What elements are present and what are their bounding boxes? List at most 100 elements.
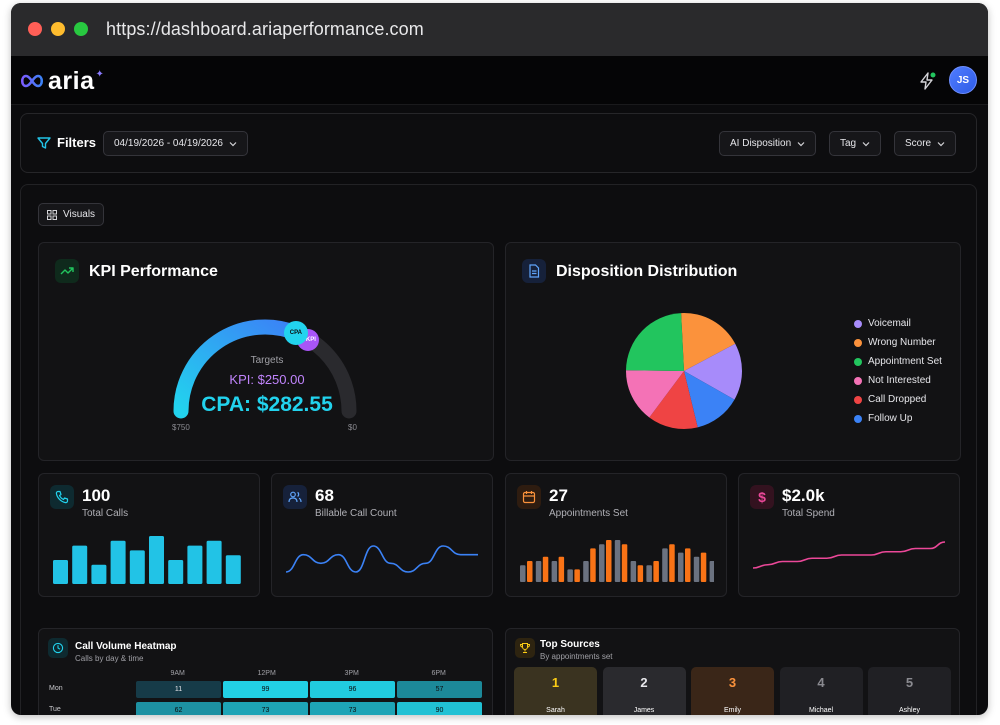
source-card[interactable]: 4 Michael — [779, 667, 863, 715]
source-card[interactable]: 1 Sarah — [514, 667, 597, 715]
appointments-bar — [542, 556, 549, 582]
heatmap-cell[interactable]: 73 — [223, 702, 308, 715]
source-card[interactable]: 5 Ashley — [868, 667, 951, 715]
legend-label: Wrong Number — [868, 337, 936, 348]
user-avatar[interactable]: JS — [949, 66, 977, 94]
disposition-title: Disposition Distribution — [556, 263, 738, 280]
document-icon — [522, 259, 546, 283]
top-sources-card: Top Sources By appointments set 1 Sarah 2 J… — [505, 628, 960, 715]
maximize-window-button[interactable] — [74, 22, 88, 36]
date-range-picker[interactable]: 04/19/2026 - 04/19/2026 — [103, 131, 248, 156]
appointments-bar — [606, 540, 612, 582]
close-window-button[interactable] — [28, 22, 42, 36]
clock-icon — [48, 638, 68, 658]
source-card[interactable]: 3 Emily — [691, 667, 774, 715]
spend-line — [753, 541, 946, 569]
minimize-window-button[interactable] — [51, 22, 65, 36]
heatmap-column-header: 9AM — [170, 670, 185, 677]
calls-bar — [206, 540, 222, 584]
appointments-bar — [637, 565, 644, 582]
legend-dot — [854, 395, 862, 404]
billable-line — [286, 545, 478, 573]
pie-slice-voicemail[interactable] — [684, 343, 742, 400]
gauge-max-label: $0 — [348, 423, 357, 432]
lightning-icon[interactable] — [917, 71, 937, 91]
appointments-bar — [567, 569, 573, 582]
appointments-bar — [520, 565, 526, 582]
main-panel: Visuals KPI Performance CPA KPI Targets — [20, 184, 977, 715]
cpa-value: CPA: $282.55 — [201, 393, 333, 416]
source-card[interactable]: 2 James — [602, 667, 686, 715]
legend-item: Call Dropped — [854, 390, 942, 409]
heatmap-cell[interactable]: 99 — [223, 681, 308, 698]
appointments-bar — [599, 544, 605, 582]
calls-bar — [225, 555, 241, 584]
source-rank: 3 — [728, 675, 737, 690]
source-name: Sarah — [546, 707, 565, 714]
appointments-bar — [630, 561, 637, 582]
calls-bar — [72, 545, 88, 584]
top-sources-subtitle: By appointments set — [540, 652, 613, 661]
total-calls-label: Total Calls — [82, 508, 129, 519]
source-rank: 5 — [905, 675, 914, 690]
logo-text: aria — [48, 66, 95, 95]
score-dropdown[interactable]: Score — [894, 131, 957, 156]
browser-titlebar: https://dashboard.ariaperformance.com — [11, 3, 988, 56]
targets-label: Targets — [250, 355, 284, 366]
legend-label: Call Dropped — [868, 394, 927, 405]
billable-label: Billable Call Count — [315, 508, 397, 519]
appointments-bar — [693, 556, 700, 582]
billable-calls-card: 68 Billable Call Count — [271, 473, 493, 597]
gauge-fill — [173, 319, 304, 419]
calls-bar — [129, 550, 145, 584]
appointments-bar — [678, 552, 684, 582]
total-calls-bar-chart — [53, 536, 241, 584]
grid-icon — [47, 209, 57, 220]
pie-slice-wrong-number[interactable] — [681, 312, 736, 371]
kpi-target-value: KPI: $250.00 — [229, 372, 305, 387]
kpi-gauge — [173, 319, 357, 419]
appointments-bar — [614, 540, 621, 582]
calls-bar — [149, 536, 164, 584]
pie-slice-appointment-set[interactable] — [626, 313, 684, 371]
appointments-bar — [590, 548, 596, 582]
disposition-legend: Voicemail Wrong Number Appointment Set Not … — [854, 314, 942, 428]
legend-dot — [854, 338, 862, 347]
billable-value: 68 — [315, 486, 334, 505]
tag-dropdown[interactable]: Tag — [829, 131, 882, 156]
aria-logo[interactable]: aria ✦ — [19, 66, 104, 95]
legend-item: Appointment Set — [854, 352, 942, 371]
pie-slice-not-interested[interactable] — [625, 370, 684, 418]
heatmap-cell[interactable]: 96 — [310, 681, 395, 698]
legend-item: Wrong Number — [854, 333, 942, 352]
kpi-title: KPI Performance — [89, 263, 218, 280]
address-bar[interactable]: https://dashboard.ariaperformance.com — [106, 19, 424, 39]
calendar-icon — [517, 485, 541, 509]
legend-dot — [854, 414, 862, 423]
heatmap-cell[interactable]: 90 — [397, 702, 482, 715]
visuals-button[interactable]: Visuals — [38, 203, 105, 226]
chevron-down-icon — [862, 141, 870, 146]
ai-disposition-label: AI Disposition — [730, 138, 792, 149]
filters-text: Filters — [57, 135, 97, 150]
appointments-bar — [700, 552, 707, 582]
infinity-logo-icon — [20, 74, 44, 88]
pie-slice-call-dropped[interactable] — [649, 371, 698, 430]
heatmap-cell[interactable]: 11 — [136, 681, 221, 698]
heatmap-cell[interactable]: 57 — [397, 681, 482, 698]
heatmap-subtitle: Calls by day & time — [75, 654, 144, 663]
billable-line-chart — [286, 545, 478, 573]
appointments-bar — [558, 556, 565, 582]
heatmap-column-header: 12PM — [257, 670, 276, 677]
heatmap-cell[interactable]: 73 — [310, 702, 395, 715]
spend-line-chart — [753, 541, 946, 569]
ai-disposition-dropdown[interactable]: AI Disposition — [719, 131, 817, 156]
pie-slice-follow-up[interactable] — [684, 371, 735, 428]
call-volume-heatmap-card: Call Volume Heatmap Calls by day & time … — [38, 628, 493, 715]
appointments-bar — [685, 548, 691, 582]
heatmap-cell[interactable]: 62 — [136, 702, 221, 715]
filters-label: Filters — [37, 135, 96, 150]
chevron-down-icon — [937, 141, 945, 146]
filter-icon — [37, 136, 51, 149]
phone-icon — [50, 485, 74, 509]
